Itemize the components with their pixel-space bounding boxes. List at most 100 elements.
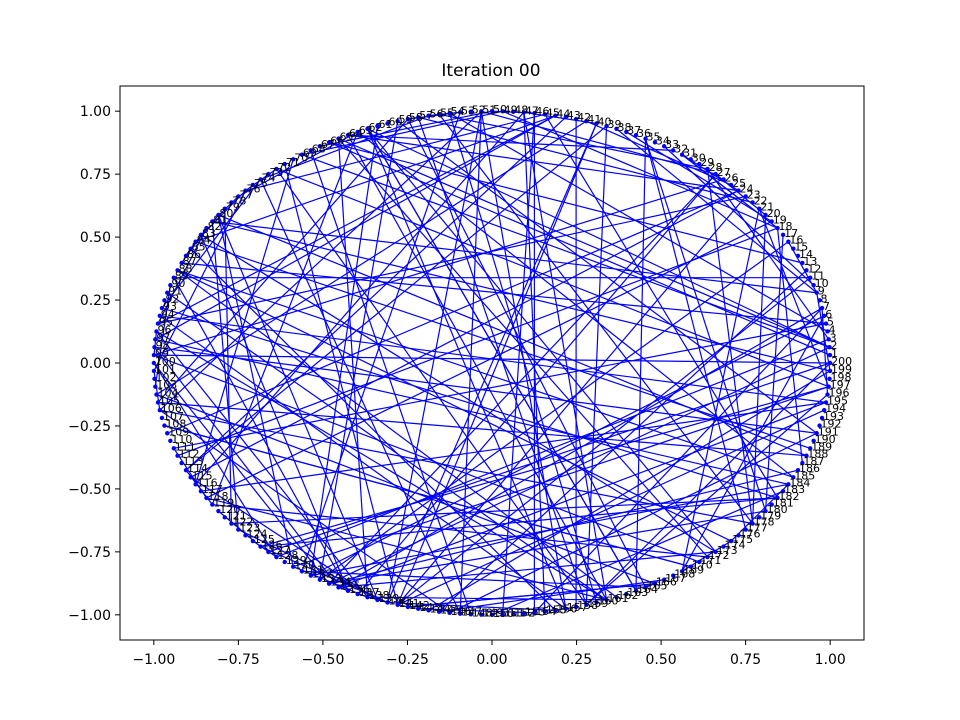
- node-label: 114: [187, 462, 208, 475]
- graph-node: [154, 392, 159, 397]
- plot-area: 1234567891011121314151617181920212223242…: [151, 103, 852, 620]
- graph-edge: [347, 134, 608, 601]
- graph-node: [317, 577, 323, 582]
- node-label: 137: [359, 586, 380, 599]
- graph-edge: [338, 551, 716, 588]
- graph-node: [817, 423, 822, 428]
- graph-node: [436, 609, 442, 614]
- graph-edge: [523, 112, 608, 601]
- node-label: 199: [831, 363, 852, 376]
- graph-edge: [533, 307, 823, 614]
- graph-node: [204, 225, 209, 231]
- node-label: 5: [827, 316, 834, 329]
- node-label: 153: [525, 606, 546, 619]
- node-label: 84: [197, 234, 211, 247]
- graph-node: [188, 475, 193, 480]
- chart-title: Iteration 00: [441, 61, 540, 81]
- node-label: 185: [794, 469, 815, 482]
- graph-node: [823, 321, 829, 326]
- graph-node: [688, 564, 693, 569]
- node-label: 121: [226, 509, 247, 522]
- node-label: 103: [156, 379, 177, 392]
- node-label: 190: [815, 433, 836, 446]
- node-label: 24: [740, 183, 754, 196]
- node-label: 169: [683, 563, 704, 576]
- graph-node: [679, 569, 685, 574]
- graph-node: [705, 166, 710, 172]
- graph-node: [821, 313, 827, 319]
- graph-node: [624, 591, 629, 597]
- graph-node: [661, 577, 667, 582]
- graph-edge: [616, 128, 818, 294]
- graph-node: [236, 194, 241, 199]
- graph-edge: [200, 234, 716, 553]
- node-label: 134: [330, 576, 351, 589]
- graph-node: [171, 446, 177, 451]
- node-label: 6: [825, 308, 832, 321]
- graph-node: [807, 446, 813, 451]
- node-label: 154: [535, 605, 556, 618]
- graph-edge: [764, 234, 784, 512]
- graph-node: [299, 569, 305, 574]
- graph-edge: [156, 394, 656, 585]
- node-label: 93: [163, 300, 177, 313]
- node-label: 145: [440, 604, 461, 617]
- node-label: 195: [827, 394, 848, 407]
- graph-node: [216, 508, 221, 514]
- node-label: 94: [161, 308, 175, 321]
- graph-node: [447, 610, 452, 616]
- y-tick-label: 0.75: [80, 167, 111, 183]
- graph-node: [193, 482, 198, 487]
- node-label: 57: [419, 109, 433, 122]
- graph-edge: [338, 307, 823, 588]
- graph-edge: [428, 111, 461, 117]
- graph-edge: [367, 128, 830, 348]
- node-label: 108: [165, 418, 186, 431]
- node-label: 125: [254, 533, 275, 546]
- graph-edge: [319, 121, 399, 580]
- y-tick-label: 0.00: [80, 356, 111, 372]
- node-label: 11: [811, 270, 825, 283]
- node-label: 197: [830, 379, 851, 392]
- node-label: 97: [156, 331, 170, 344]
- graph-node: [521, 110, 527, 115]
- node-label: 132: [312, 568, 333, 581]
- node-label: 28: [709, 161, 723, 174]
- node-label: 99: [155, 347, 169, 360]
- x-tick-label: 0.25: [561, 652, 592, 668]
- graph-node: [193, 239, 198, 244]
- graph-node: [183, 253, 189, 258]
- graph-edge: [301, 570, 646, 588]
- graph-node: [780, 488, 786, 494]
- graph-edge: [195, 159, 294, 485]
- node-label: 46: [535, 105, 549, 118]
- graph-node: [151, 368, 157, 374]
- graph-node: [584, 602, 589, 608]
- graph-node: [345, 132, 351, 138]
- graph-node: [151, 360, 157, 366]
- node-label: 32: [674, 142, 688, 155]
- graph-edge: [751, 214, 767, 524]
- graph-edge: [275, 168, 587, 606]
- node-label: 79: [226, 201, 240, 214]
- node-label: 156: [556, 602, 577, 615]
- graph-edge: [185, 116, 567, 471]
- graph-node: [563, 115, 568, 120]
- graph-node: [258, 544, 263, 549]
- graph-node: [416, 115, 421, 120]
- graph-edge: [544, 113, 779, 499]
- graph-node: [804, 268, 809, 273]
- node-label: 90: [171, 277, 185, 290]
- graph-edge: [177, 227, 778, 457]
- graph-node: [500, 109, 505, 114]
- graph-node: [258, 177, 263, 182]
- graph-node: [791, 246, 796, 251]
- graph-edge: [328, 141, 831, 356]
- node-label: 51: [482, 103, 496, 116]
- graph-node: [153, 384, 158, 389]
- node-label: 128: [277, 549, 298, 562]
- graph-node: [594, 121, 599, 126]
- node-label: 81: [213, 213, 227, 226]
- node-label: 19: [773, 213, 787, 226]
- graph-node: [204, 495, 209, 501]
